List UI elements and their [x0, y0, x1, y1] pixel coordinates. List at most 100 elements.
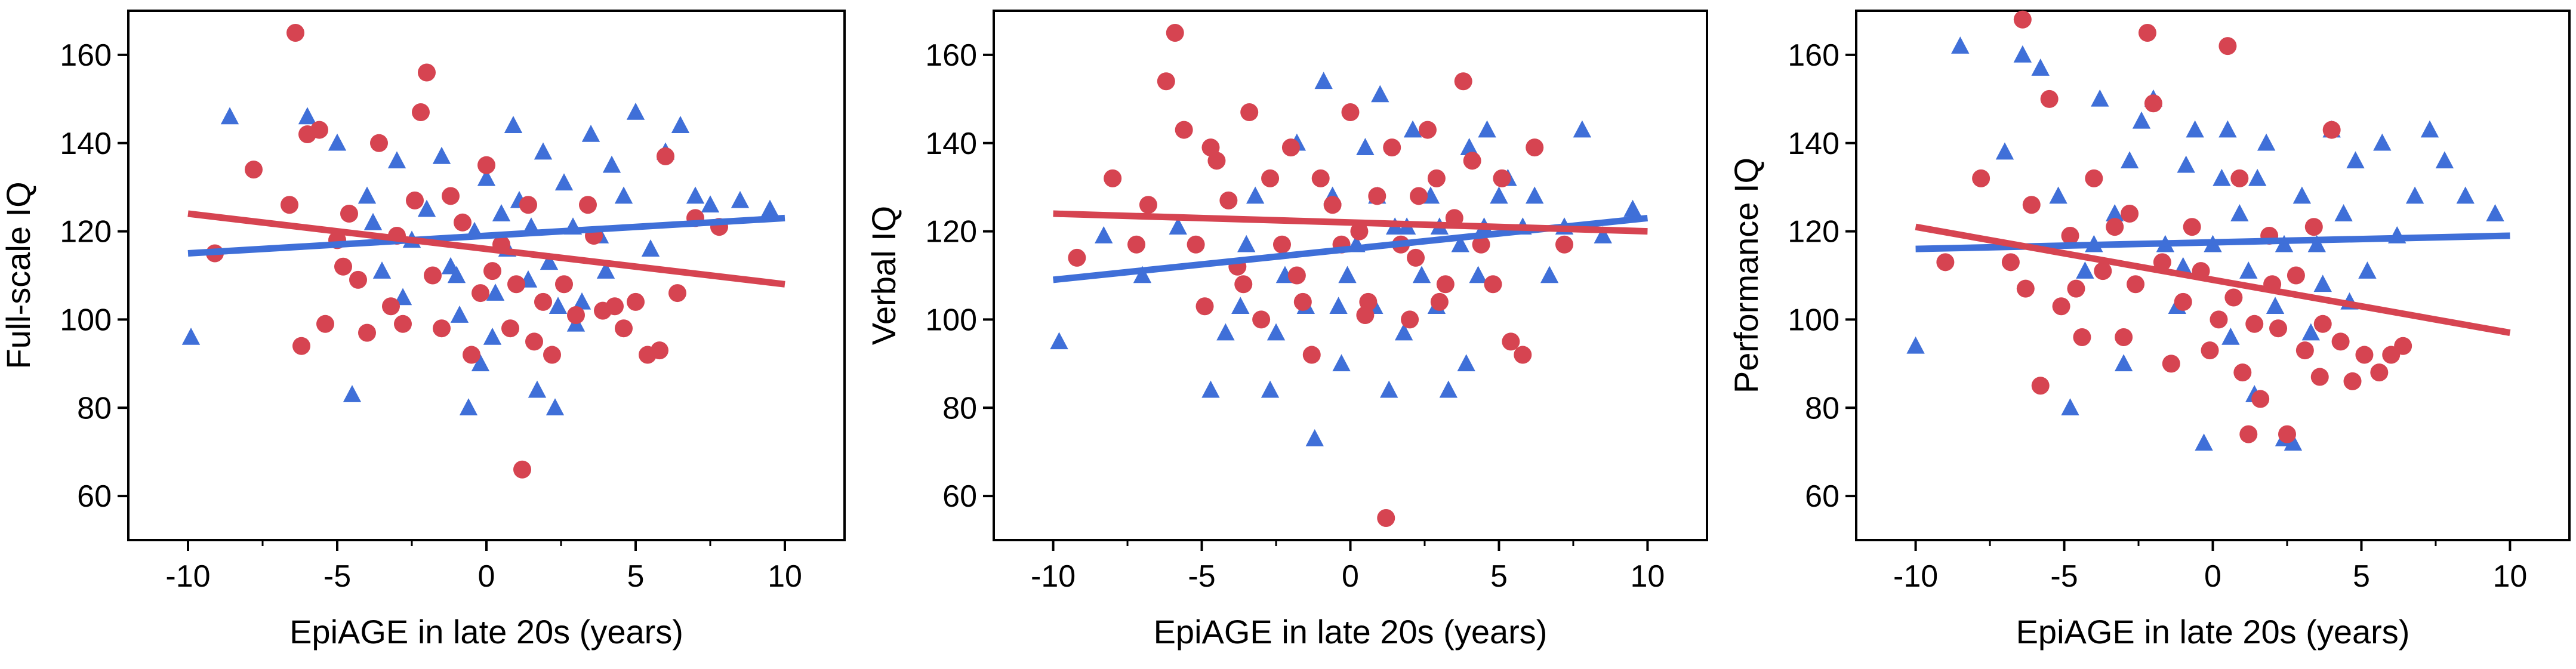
y-tick-label: 100: [60, 303, 112, 337]
circle-point: [2115, 328, 2133, 346]
circle-point: [2067, 279, 2085, 298]
triangle-point: [2239, 261, 2258, 279]
circle-point: [1972, 169, 1990, 187]
circle-point: [418, 63, 436, 82]
circle-point: [483, 262, 501, 280]
circle-point: [1514, 346, 1532, 364]
circle-point: [1356, 306, 1375, 325]
triangle-point: [298, 107, 317, 125]
x-axis-label: EpiAGE in late 20s (years): [2016, 613, 2410, 650]
triangle-point: [1305, 428, 1324, 446]
triangle-point: [528, 380, 547, 398]
circle-point: [2287, 266, 2305, 285]
circle-point: [1127, 235, 1145, 254]
triangle-point: [1371, 85, 1389, 103]
circle-point: [2138, 23, 2156, 42]
y-tick-label: 80: [77, 391, 112, 426]
x-tick-label: -5: [1188, 559, 1215, 594]
circle-point: [657, 147, 674, 165]
triangle-point: [343, 385, 362, 402]
triangle-point: [1451, 235, 1469, 252]
circle-point: [2370, 363, 2389, 382]
circle-point: [2106, 218, 2124, 236]
circle-point: [2331, 332, 2350, 351]
circle-point: [340, 205, 358, 223]
triangle-point: [1439, 380, 1458, 398]
plot-frame: [1855, 10, 2571, 541]
circle-point: [1234, 275, 1253, 294]
x-tick-label: 10: [768, 559, 802, 594]
triangle-point: [2013, 45, 2032, 63]
triangle-point: [1050, 332, 1068, 350]
circle-point: [1410, 187, 1428, 205]
circle-point: [1526, 138, 1544, 157]
triangle-point: [1201, 380, 1220, 398]
circle-point: [2269, 319, 2288, 338]
triangle-point: [2435, 151, 2454, 169]
circle-point: [2040, 90, 2059, 108]
triangle-point: [477, 168, 496, 186]
circle-point: [1484, 275, 1502, 294]
triangle-point: [546, 398, 565, 416]
triangle-point: [2456, 186, 2475, 204]
circle-point: [1401, 310, 1419, 329]
y-axis-label: Performance IQ: [1727, 158, 1765, 393]
circle-point: [1936, 253, 1955, 272]
circle-point: [1472, 235, 1490, 254]
circle-point: [615, 319, 633, 338]
triangle-point: [572, 292, 591, 310]
y-axis-label: Full-scale IQ: [0, 181, 37, 369]
circle-point: [1493, 169, 1511, 187]
circle-point: [1175, 121, 1193, 139]
circle-point: [2016, 279, 2035, 298]
circle-point: [349, 270, 367, 289]
triangle-point: [2031, 58, 2050, 76]
x-tick-label: 0: [2204, 559, 2221, 594]
circle-point: [627, 292, 645, 311]
y-tick-label: 100: [925, 303, 977, 337]
circle-point: [513, 460, 531, 479]
circle-point: [606, 297, 624, 316]
triangle-point: [1460, 138, 1478, 155]
triangle-point: [2307, 235, 2326, 252]
circle-point: [463, 346, 480, 364]
y-tick-label: 160: [1788, 38, 1839, 73]
red-fit-line: [187, 210, 785, 288]
triangle-point: [2195, 433, 2213, 451]
circle-point: [245, 161, 263, 179]
triangle-point: [1478, 120, 1496, 138]
triangle-point: [220, 107, 239, 125]
triangle-point: [2174, 257, 2192, 275]
x-tick-label: 10: [1630, 559, 1665, 594]
circle-point: [2183, 218, 2201, 236]
x-tick-label: -5: [323, 559, 351, 594]
y-tick-label: 60: [77, 479, 112, 514]
triangle-point: [504, 116, 523, 133]
circle-point: [2022, 196, 2041, 214]
circle-point: [2295, 341, 2314, 360]
triangle-point: [1380, 380, 1398, 398]
circle-point: [281, 196, 298, 214]
y-tick-label: 60: [1805, 479, 1839, 514]
circle-point: [1281, 138, 1300, 157]
circle-point: [534, 292, 552, 311]
circle-point: [2013, 10, 2032, 29]
y-tick-label: 140: [60, 127, 112, 161]
triangle-point: [2105, 204, 2124, 221]
circle-point: [1293, 292, 1312, 311]
triangle-point: [701, 195, 720, 213]
triangle-point: [1906, 336, 1925, 354]
triangle-point: [417, 199, 436, 217]
circle-point: [1302, 346, 1321, 364]
circle-point: [394, 315, 412, 333]
triangle-point: [626, 103, 645, 120]
circle-point: [472, 284, 489, 303]
triangle-point: [1314, 72, 1333, 90]
circle-point: [1201, 138, 1220, 157]
circle-point: [382, 297, 400, 316]
x-tick-label: 0: [478, 559, 495, 594]
circle-point: [525, 332, 543, 351]
circle-point: [2310, 368, 2329, 386]
triangle-point: [1469, 266, 1487, 283]
y-tick-label: 160: [925, 38, 977, 73]
